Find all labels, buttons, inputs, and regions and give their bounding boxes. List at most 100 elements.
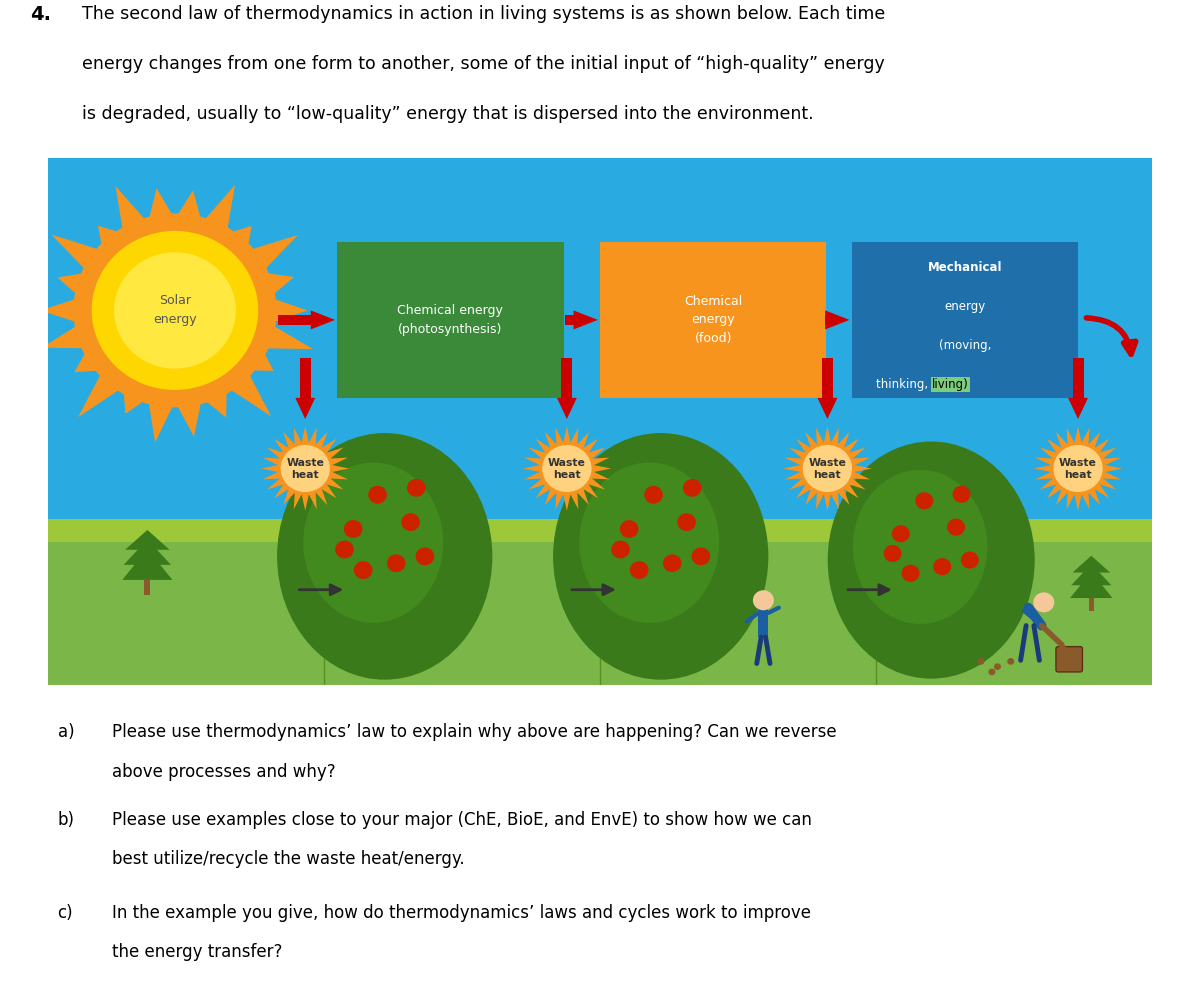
Circle shape <box>368 486 386 503</box>
Ellipse shape <box>277 433 492 680</box>
Polygon shape <box>1068 398 1088 419</box>
Circle shape <box>677 513 696 531</box>
Circle shape <box>989 669 996 676</box>
Circle shape <box>114 252 236 368</box>
Circle shape <box>691 548 710 565</box>
Text: c): c) <box>58 903 73 922</box>
Bar <box>852 242 1078 398</box>
Circle shape <box>901 564 919 582</box>
Text: the energy transfer?: the energy transfer? <box>112 943 282 960</box>
Polygon shape <box>311 310 335 329</box>
Text: Waste
heat: Waste heat <box>287 457 324 480</box>
Circle shape <box>947 518 965 536</box>
Ellipse shape <box>853 470 988 624</box>
Bar <box>565 314 574 325</box>
Polygon shape <box>115 186 148 233</box>
Bar <box>337 242 564 398</box>
Polygon shape <box>124 540 172 564</box>
Bar <box>300 358 311 398</box>
Circle shape <box>953 486 971 502</box>
Text: Mechanical: Mechanical <box>928 261 1002 274</box>
Text: living): living) <box>931 378 968 391</box>
Polygon shape <box>42 324 88 349</box>
Circle shape <box>281 445 330 492</box>
Polygon shape <box>148 188 175 223</box>
Polygon shape <box>227 226 252 250</box>
Polygon shape <box>557 398 577 419</box>
Text: b): b) <box>58 811 74 828</box>
Bar <box>654 612 668 653</box>
Circle shape <box>892 525 910 543</box>
Polygon shape <box>203 185 235 233</box>
Circle shape <box>335 541 354 558</box>
Polygon shape <box>826 310 850 329</box>
Bar <box>822 358 833 398</box>
Circle shape <box>354 561 372 579</box>
Circle shape <box>407 479 426 496</box>
Ellipse shape <box>553 433 768 680</box>
Circle shape <box>1007 658 1014 665</box>
Text: Waste
heat: Waste heat <box>809 457 846 480</box>
Circle shape <box>1054 445 1103 492</box>
Circle shape <box>620 520 638 538</box>
Polygon shape <box>175 190 202 223</box>
Text: Waste
heat: Waste heat <box>548 457 586 480</box>
Bar <box>378 612 392 653</box>
Polygon shape <box>1072 563 1111 585</box>
Bar <box>48 519 1152 543</box>
Polygon shape <box>58 273 88 297</box>
Text: (moving,: (moving, <box>938 339 991 352</box>
Polygon shape <box>125 530 169 550</box>
Polygon shape <box>784 427 871 510</box>
Polygon shape <box>78 370 122 418</box>
Bar <box>924 614 938 653</box>
Polygon shape <box>1034 427 1122 510</box>
Polygon shape <box>523 427 611 510</box>
Polygon shape <box>175 399 202 436</box>
Ellipse shape <box>828 441 1034 679</box>
Bar <box>48 521 1152 685</box>
Circle shape <box>401 513 420 531</box>
Text: The second law of thermodynamics in action in living systems is as shown below. : The second law of thermodynamics in acti… <box>82 5 884 23</box>
Circle shape <box>542 445 592 492</box>
Text: thinking, living): thinking, living) <box>918 378 1012 391</box>
Circle shape <box>644 486 662 503</box>
Polygon shape <box>74 349 102 372</box>
Polygon shape <box>52 234 102 272</box>
Polygon shape <box>41 297 80 323</box>
Polygon shape <box>263 324 313 349</box>
Circle shape <box>977 658 984 665</box>
Circle shape <box>961 552 979 568</box>
Ellipse shape <box>304 463 443 623</box>
Text: a): a) <box>58 723 74 742</box>
Circle shape <box>662 555 682 572</box>
Circle shape <box>611 541 630 558</box>
Bar <box>826 314 828 325</box>
Text: is degraded, usually to “low-quality” energy that is dispersed into the environm: is degraded, usually to “low-quality” en… <box>82 105 814 123</box>
Circle shape <box>344 520 362 538</box>
Bar <box>1073 358 1084 398</box>
Polygon shape <box>227 370 271 417</box>
Circle shape <box>916 492 934 509</box>
Text: Chemical
energy
(food): Chemical energy (food) <box>684 295 743 345</box>
Text: Please use examples close to your major (ChE, BioE, and EnvE) to show how we can: Please use examples close to your major … <box>112 811 811 828</box>
Text: above processes and why?: above processes and why? <box>112 762 335 781</box>
Polygon shape <box>262 427 349 510</box>
Text: Please use thermodynamics’ law to explain why above are happening? Can we revers: Please use thermodynamics’ law to explai… <box>112 723 836 742</box>
Circle shape <box>752 590 774 611</box>
Polygon shape <box>817 398 838 419</box>
Polygon shape <box>203 388 227 418</box>
Bar <box>277 314 311 325</box>
Polygon shape <box>295 398 316 419</box>
Polygon shape <box>124 388 148 414</box>
Circle shape <box>883 545 901 562</box>
Text: Solar
energy: Solar energy <box>154 295 197 326</box>
Text: In the example you give, how do thermodynamics’ laws and cycles work to improve: In the example you give, how do thermody… <box>112 903 811 922</box>
Polygon shape <box>1073 556 1110 572</box>
Polygon shape <box>247 349 274 371</box>
Text: 4.: 4. <box>30 5 50 24</box>
Circle shape <box>91 230 258 390</box>
Polygon shape <box>574 310 598 329</box>
Text: energy changes from one form to another, some of the initial input of “high-qual: energy changes from one form to another,… <box>82 55 884 73</box>
Circle shape <box>73 214 276 408</box>
